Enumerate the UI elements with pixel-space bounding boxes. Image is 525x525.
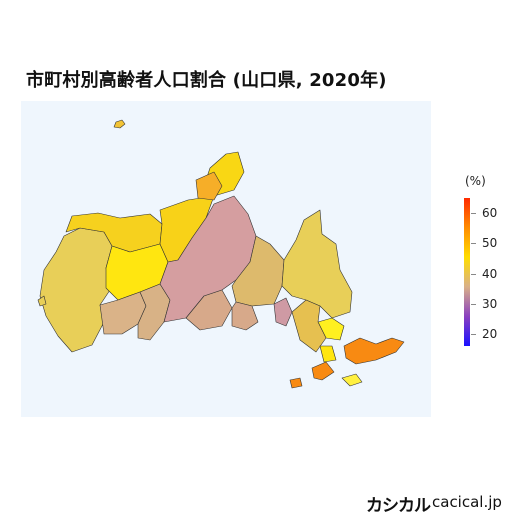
region-islet-west <box>37 295 47 307</box>
region-tabuse <box>319 345 337 363</box>
legend-tick-label: 40 <box>482 266 498 281</box>
region-iwakuni <box>281 209 353 319</box>
site-url: cacical.jp <box>432 493 502 511</box>
legend-unit-label: (%) <box>465 174 486 188</box>
legend-tick-label: 50 <box>482 236 498 251</box>
region-islet-se <box>289 377 303 389</box>
legend-tick-mark <box>471 213 476 215</box>
region-kudamatsu <box>231 301 259 331</box>
legend-tick-label: 30 <box>482 296 498 311</box>
legend-color-bar <box>464 198 470 346</box>
page-title: 市町村別高齢者人口割合 (山口県, 2020年) <box>26 70 387 91</box>
map-panel <box>21 101 431 417</box>
legend-tick-mark <box>471 333 476 335</box>
legend-tick-label: 20 <box>482 326 498 341</box>
region-islet-north <box>113 119 126 129</box>
legend-tick-label: 60 <box>482 206 498 221</box>
region-yanai <box>291 299 327 353</box>
region-islet-yellow <box>341 373 363 387</box>
region-hikari <box>273 297 293 327</box>
brand-logo: カシカル <box>366 496 431 516</box>
region-kaminoseki <box>311 361 335 381</box>
legend-tick-mark <box>471 243 476 245</box>
legend-tick-mark <box>471 303 476 305</box>
yamaguchi-choropleth-map <box>37 119 405 389</box>
legend-tick-mark <box>471 273 476 275</box>
region-hagi-inner <box>195 171 223 201</box>
region-suo-oshima <box>343 337 405 365</box>
region-shimonoseki <box>39 227 113 353</box>
